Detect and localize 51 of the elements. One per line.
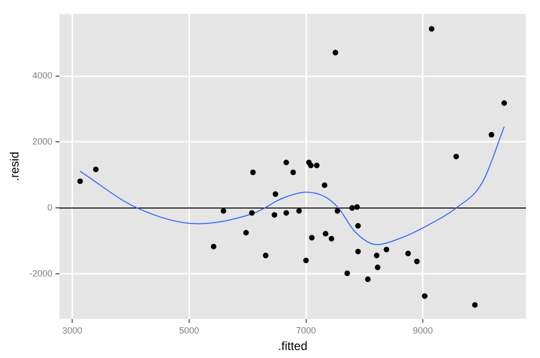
point: [249, 210, 255, 216]
point: [354, 204, 360, 210]
point: [283, 210, 290, 216]
point: [303, 258, 309, 264]
point: [334, 208, 340, 214]
point: [344, 270, 350, 276]
point: [283, 160, 290, 166]
point: [384, 246, 390, 252]
point: [272, 212, 278, 218]
point: [250, 170, 256, 176]
point: [308, 162, 314, 168]
point: [296, 208, 302, 214]
point: [328, 236, 334, 242]
point: [365, 276, 371, 282]
x-axis-title: .fitted: [278, 339, 308, 354]
point: [428, 26, 434, 32]
x-tick-label: 3000: [62, 326, 82, 336]
point: [93, 166, 99, 172]
point: [405, 250, 411, 256]
x-tick-label: 7000: [296, 326, 316, 336]
point: [488, 132, 494, 138]
point: [322, 230, 328, 236]
point: [501, 100, 508, 106]
point: [210, 244, 216, 250]
line-series: [80, 126, 505, 246]
point: [77, 178, 83, 184]
point: [422, 293, 428, 299]
point: [453, 154, 459, 160]
point: [290, 170, 296, 176]
point: [262, 252, 268, 258]
point: [414, 258, 420, 264]
y-tick-label: 2000: [32, 136, 52, 146]
point: [322, 182, 328, 188]
point: [272, 191, 278, 197]
point: [472, 302, 478, 308]
point: [243, 230, 249, 236]
point: [220, 208, 226, 214]
point: [374, 252, 380, 258]
point: [374, 264, 380, 270]
point: [355, 222, 361, 229]
point: [309, 234, 315, 240]
x-tick-label: 9000: [412, 326, 433, 336]
y-tick-label: 0: [47, 202, 52, 212]
point: [355, 248, 361, 254]
y-axis-title: .resid: [8, 152, 22, 182]
point: [349, 205, 355, 211]
y-tick-label: 4000: [32, 70, 52, 80]
y-tick-label: -2000: [29, 268, 52, 278]
x-tick-label: 5000: [179, 326, 200, 336]
point: [332, 50, 338, 56]
point: [314, 162, 320, 168]
